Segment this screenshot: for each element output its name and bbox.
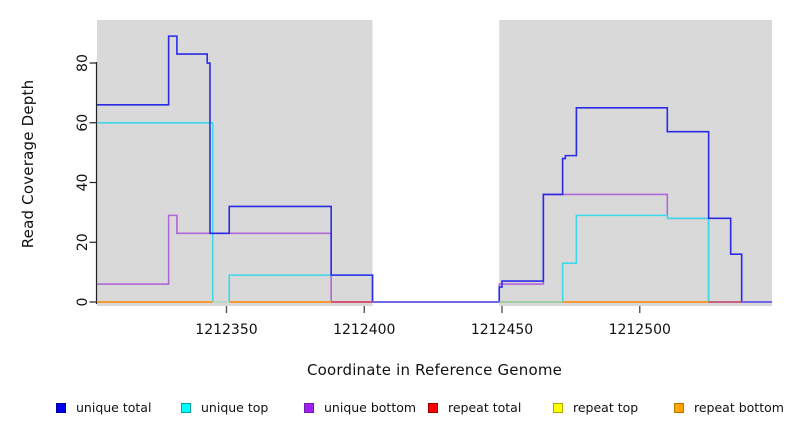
x-tick-label: 1212450 <box>471 322 533 338</box>
y-tick-label: 0 <box>75 298 91 307</box>
x-tick-label: 1212500 <box>609 322 671 338</box>
y-tick-label: 80 <box>75 54 91 72</box>
series-unique-total-line <box>97 35 772 303</box>
x-tick-label: 1212350 <box>195 322 257 338</box>
covered-region-shading <box>499 20 772 306</box>
y-tick-label: 40 <box>75 174 91 192</box>
y-tick-label: 60 <box>75 114 91 132</box>
x-tick-label: 1212400 <box>333 322 395 338</box>
x-axis-title: Coordinate in Reference Genome <box>306 361 563 379</box>
y-axis-title: Read Coverage Depth <box>19 79 37 249</box>
y-tick-label: 20 <box>75 233 91 251</box>
covered-region-shading <box>97 20 373 306</box>
